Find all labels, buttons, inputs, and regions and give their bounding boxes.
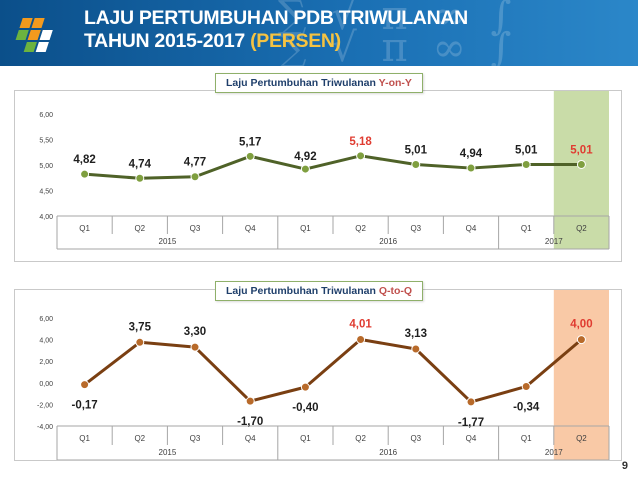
yoy-data-label: 5,01 bbox=[515, 144, 538, 156]
qtq-data-label: -0,34 bbox=[513, 401, 540, 413]
yoy-data-label: 4,94 bbox=[460, 148, 483, 160]
yoy-chart-panel: 4,00 4,50 5,00 5,50 6,00 Q1 Q2 Q3 Q4 Q1 Q2 Q3 Q4 Q1 Q2… bbox=[14, 90, 622, 262]
yoy-line-chart: 4,00 4,50 5,00 5,50 6,00 Q1 Q2 Q3 Q4 Q1 Q2 Q3 Q4 Q1 Q2… bbox=[39, 91, 610, 250]
title-accent: (PERSEN) bbox=[250, 30, 341, 52]
yoy-xtick-label: Q2 bbox=[576, 224, 587, 233]
yoy-ytick-label: 5,50 bbox=[39, 138, 53, 145]
qtq-data-label: 3,30 bbox=[184, 326, 206, 338]
qtq-data-point bbox=[190, 342, 200, 352]
yoy-data-label: 4,92 bbox=[294, 151, 316, 163]
yoy-data-point bbox=[356, 151, 366, 161]
yoy-xtick-label: Q1 bbox=[300, 224, 311, 233]
qtq-data-point bbox=[576, 335, 586, 345]
yoy-data-label: 4,74 bbox=[129, 158, 152, 170]
qtq-year-label: 2015 bbox=[159, 448, 177, 457]
qtq-data-label: -1,77 bbox=[458, 417, 484, 429]
yoy-data-point bbox=[245, 151, 255, 161]
qtq-xtick-label: Q2 bbox=[134, 434, 145, 443]
header-decoration: ∑ √ π ∞ ∫ ∑ √ π ∞ ∫ bbox=[278, 0, 518, 66]
yoy-xtick-label: Q1 bbox=[79, 224, 90, 233]
qtq-data-label: -0,17 bbox=[71, 400, 97, 412]
qtq-highlight-band bbox=[553, 290, 609, 460]
yoy-year-label: 2015 bbox=[159, 237, 177, 246]
qtq-ytick-label: 0,00 bbox=[39, 381, 53, 388]
qtq-ytick-label: 2,00 bbox=[39, 359, 53, 366]
yoy-data-point bbox=[466, 163, 476, 173]
qtq-xtick-label: Q4 bbox=[466, 434, 477, 443]
yoy-data-label: 5,01 bbox=[405, 144, 428, 156]
header-bar: ∑ √ π ∞ ∫ ∑ √ π ∞ ∫ LAJU PERTUMBUHAN PDB … bbox=[0, 0, 638, 66]
yoy-title-accent: Y-on-Y bbox=[378, 77, 412, 89]
qtq-ytick-label: 6,00 bbox=[39, 316, 53, 323]
yoy-xtick-label: Q4 bbox=[466, 224, 477, 233]
yoy-series-line bbox=[84, 154, 582, 180]
yoy-data-point bbox=[300, 164, 310, 174]
qtq-xtick-label: Q2 bbox=[576, 434, 587, 443]
qtq-series-line bbox=[83, 337, 583, 404]
qtq-data-point bbox=[80, 380, 90, 390]
qtq-line-chart: -4,00 -2,00 0,00 2,00 4,00 6,00 Q1 Q2 Q3 Q4 Q1 Q2 Q3… bbox=[37, 290, 610, 460]
qtq-data-point bbox=[521, 381, 531, 391]
yoy-xtick-label: Q2 bbox=[355, 224, 366, 233]
yoy-data-point bbox=[521, 159, 531, 169]
qtq-title-accent: Q-to-Q bbox=[378, 285, 413, 297]
qtq-ytick-label: 4,00 bbox=[39, 338, 53, 345]
title-line-1: LAJU PERTUMBUHAN PDB TRIWULANAN bbox=[84, 7, 468, 29]
yoy-xtick-label: Q3 bbox=[190, 224, 201, 233]
qtq-ytick-label: -2,00 bbox=[37, 402, 53, 409]
yoy-data-label: 5,17 bbox=[239, 136, 261, 148]
yoy-xtick-label: Q1 bbox=[521, 224, 532, 233]
qtq-data-label: 3,13 bbox=[405, 328, 427, 340]
qtq-data-point bbox=[135, 337, 145, 347]
yoy-ytick-label: 4,00 bbox=[39, 214, 53, 221]
qtq-data-label: 4,01 bbox=[349, 318, 372, 330]
yoy-ytick-label: 6,00 bbox=[39, 112, 53, 119]
yoy-data-point bbox=[190, 172, 200, 182]
yoy-data-label: 5,01 bbox=[570, 144, 593, 156]
qtq-xtick-label: Q3 bbox=[410, 434, 421, 443]
qtq-data-point bbox=[356, 334, 366, 344]
qtq-data-label: 4,00 bbox=[570, 319, 592, 331]
yoy-xtick-label: Q3 bbox=[410, 224, 421, 233]
yoy-title-prefix: Laju Pertumbuhan Triwulanan bbox=[226, 77, 379, 89]
yoy-xtick-label: Q4 bbox=[245, 224, 256, 233]
yoy-data-label: 4,82 bbox=[73, 154, 95, 166]
title-line-2: TAHUN 2015-2017 bbox=[84, 30, 251, 52]
qtq-year-label: 2017 bbox=[545, 448, 563, 457]
qtq-xtick-label: Q4 bbox=[245, 434, 256, 443]
qtq-chart-title: Laju Pertumbuhan Triwulanan Q-to-Q bbox=[215, 281, 424, 301]
page-number: 9 bbox=[621, 460, 628, 472]
qtq-xtick-label: Q1 bbox=[300, 434, 311, 443]
qtq-ytick-label: -4,00 bbox=[37, 424, 53, 431]
bps-logo bbox=[15, 18, 53, 52]
yoy-year-label: 2016 bbox=[379, 237, 397, 246]
qtq-data-label: 3,75 bbox=[129, 321, 152, 333]
yoy-data-point bbox=[576, 159, 586, 169]
yoy-ytick-label: 4,50 bbox=[39, 189, 53, 196]
qtq-data-label: -1,70 bbox=[237, 416, 263, 428]
qtq-data-label: -0,40 bbox=[292, 402, 318, 414]
qtq-xtick-label: Q1 bbox=[521, 434, 532, 443]
qtq-chart-panel: -4,00 -2,00 0,00 2,00 4,00 6,00 Q1 Q2 Q3 Q4 Q1 Q2 Q3… bbox=[14, 289, 622, 461]
qtq-data-point bbox=[300, 382, 310, 392]
qtq-xtick-label: Q1 bbox=[79, 434, 90, 443]
yoy-xtick-label: Q2 bbox=[134, 224, 145, 233]
yoy-data-point bbox=[135, 173, 145, 183]
yoy-year-label: 2017 bbox=[545, 237, 563, 246]
yoy-highlight-band bbox=[553, 91, 609, 249]
qtq-data-point bbox=[411, 344, 421, 354]
qtq-title-prefix: Laju Pertumbuhan Triwulanan bbox=[226, 285, 379, 297]
page-title: LAJU PERTUMBUHAN PDB TRIWULANAN TAHUN 20… bbox=[84, 7, 468, 53]
yoy-data-point bbox=[80, 169, 90, 179]
qtq-year-label: 2016 bbox=[379, 448, 397, 457]
qtq-data-point bbox=[245, 396, 255, 406]
qtq-xtick-label: Q2 bbox=[355, 434, 366, 443]
qtq-data-point bbox=[466, 397, 476, 407]
qtq-xtick-label: Q3 bbox=[190, 434, 201, 443]
yoy-chart-title: Laju Pertumbuhan Triwulanan Y-on-Y bbox=[215, 73, 423, 93]
yoy-data-label: 5,18 bbox=[349, 136, 372, 148]
yoy-data-point bbox=[411, 159, 421, 169]
yoy-ytick-label: 5,00 bbox=[39, 163, 53, 170]
yoy-data-label: 4,77 bbox=[184, 157, 206, 169]
